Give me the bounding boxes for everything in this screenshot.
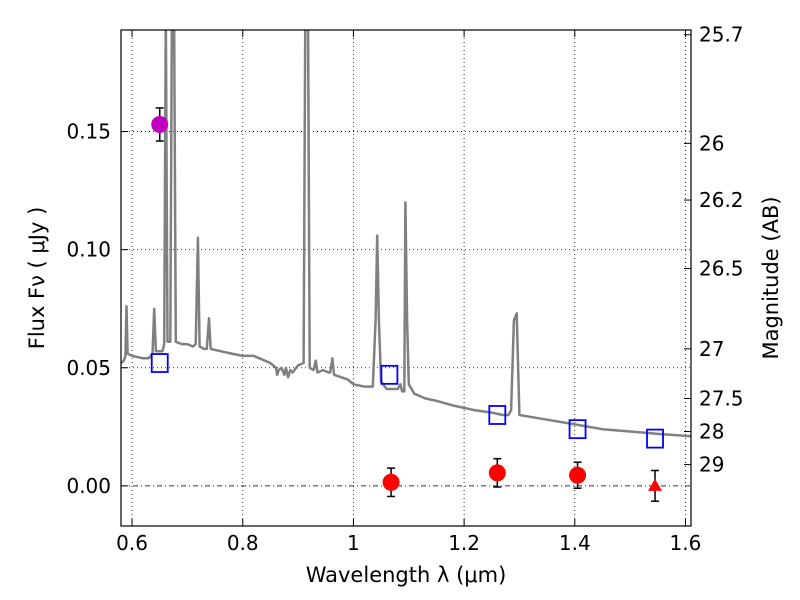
photometry-markers bbox=[150, 107, 664, 502]
data-point-circle bbox=[382, 473, 400, 491]
data-point-circle bbox=[569, 466, 587, 484]
y-tick-label: 0.15 bbox=[66, 120, 111, 144]
x-tick-label: 1.2 bbox=[448, 531, 480, 555]
x-tick-label: 1.4 bbox=[559, 531, 591, 555]
right-axis-tick-label: 29 bbox=[699, 453, 724, 477]
model-band-square bbox=[488, 405, 507, 425]
right-axis-tick-label: 26.2 bbox=[699, 188, 744, 212]
y-axis-ticks: 0.00 0.05 0.10 0.15 bbox=[66, 120, 128, 498]
x-axis-ticks: 0.6 0.8 1 1.2 1.4 1.6 bbox=[116, 30, 701, 555]
model-band-square bbox=[568, 419, 587, 440]
model-band-square bbox=[380, 364, 399, 385]
x-tick-label: 0.6 bbox=[116, 531, 148, 555]
x-axis-label: Wavelength λ (μm) bbox=[306, 563, 507, 587]
data-point-circle bbox=[151, 115, 169, 133]
plot-frame bbox=[120, 29, 692, 527]
right-axis-ticks: 25.7 26 26.2 26.5 27 27.5 28 29 bbox=[684, 23, 744, 477]
model-spectrum-line bbox=[121, 30, 691, 438]
model-band-square bbox=[150, 353, 169, 373]
y-tick-label: 0.10 bbox=[66, 238, 111, 262]
right-axis-tick-label: 26.5 bbox=[699, 257, 744, 281]
y-axis-label: Flux Fν ( μJy ) bbox=[25, 207, 49, 350]
right-axis-tick-label: 26 bbox=[699, 131, 724, 155]
y-tick-label: 0.00 bbox=[66, 474, 111, 498]
y-tick-label: 0.05 bbox=[66, 356, 111, 380]
x-tick-label: 1.6 bbox=[670, 531, 702, 555]
data-point-circle bbox=[488, 464, 506, 482]
upper-limit-triangle bbox=[648, 478, 663, 491]
model-band-square bbox=[646, 428, 664, 449]
right-axis-tick-label: 25.7 bbox=[699, 23, 744, 47]
x-tick-label: 0.8 bbox=[227, 531, 259, 555]
x-tick-label: 1 bbox=[347, 531, 360, 555]
right-axis-tick-label: 28 bbox=[699, 420, 724, 444]
right-axis-tick-label: 27 bbox=[699, 337, 724, 361]
right-axis-label: Magnitude (AB) bbox=[759, 196, 783, 359]
right-axis-tick-label: 27.5 bbox=[699, 386, 744, 410]
